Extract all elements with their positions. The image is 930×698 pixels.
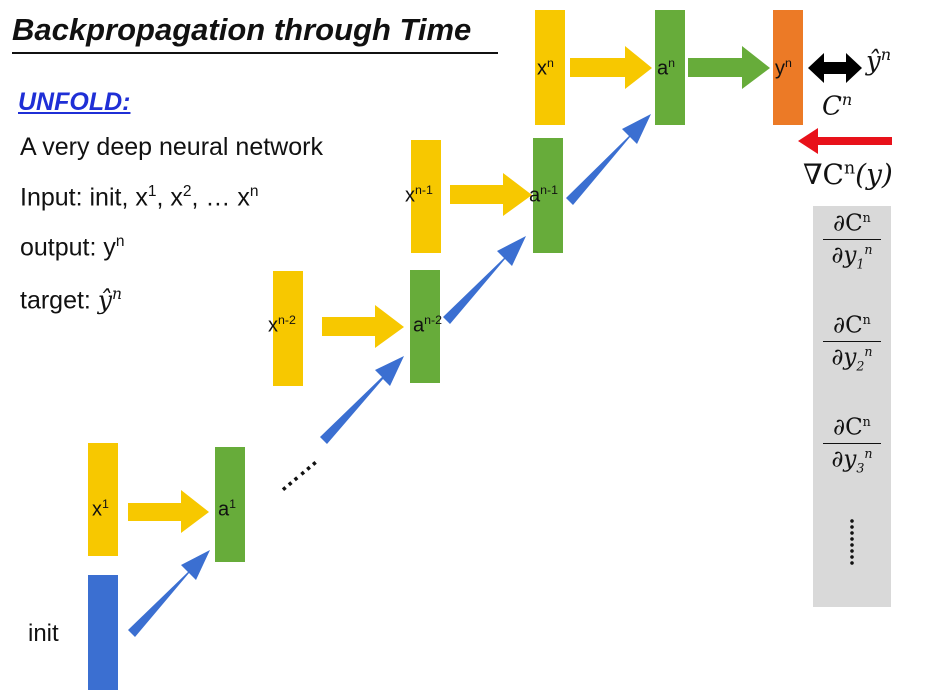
an2-node bbox=[410, 270, 440, 383]
xn-label: xn bbox=[537, 56, 554, 80]
partial-derivative-1: ∂Cn ∂y1n bbox=[813, 210, 891, 271]
description-line-1: A very deep neural network bbox=[20, 133, 323, 161]
init-label: init bbox=[28, 620, 59, 647]
red-gradient-arrow bbox=[798, 128, 892, 154]
target-yhat-label: ŷn bbox=[866, 45, 892, 77]
yellow-arrow-xn2-an2 bbox=[322, 305, 404, 348]
an1-node bbox=[533, 138, 563, 253]
xn2-label: xn-2 bbox=[268, 313, 296, 337]
an2-label: an-2 bbox=[413, 313, 443, 337]
blue-arrow-an1-an bbox=[566, 114, 651, 205]
title-underline bbox=[12, 52, 498, 54]
partial-derivative-2: ∂Cn ∂y2n bbox=[813, 312, 891, 373]
a1-label: a1 bbox=[218, 497, 237, 521]
yellow-arrow-xn-an bbox=[570, 46, 652, 89]
xn1-label: xn-1 bbox=[405, 183, 433, 207]
unfold-heading: UNFOLD: bbox=[18, 88, 131, 116]
yellow-arrow-xn1-an1 bbox=[450, 173, 532, 216]
yn-label: yn bbox=[775, 56, 792, 80]
xn2-node bbox=[273, 271, 303, 386]
blue-arrow-dots-an2 bbox=[320, 356, 404, 444]
green-arrow-an-yn bbox=[688, 46, 770, 89]
partial-derivative-3: ∂Cn ∂y3n bbox=[813, 414, 891, 475]
description-line-target: target: ŷn bbox=[20, 285, 122, 315]
page-title: Backpropagation through Time bbox=[12, 12, 472, 47]
double-arrow-yn-target bbox=[808, 53, 862, 83]
blue-arrow-an2-an1 bbox=[443, 236, 526, 324]
an1-label: an-1 bbox=[529, 183, 559, 207]
yellow-arrow-x1-a1 bbox=[128, 490, 209, 533]
blue-arrow-init-a1 bbox=[128, 550, 210, 637]
xn-node bbox=[535, 10, 565, 125]
gradient-label: ∇Cn(y) bbox=[803, 158, 893, 191]
x1-node bbox=[88, 443, 118, 556]
partials-ellipsis bbox=[849, 518, 855, 566]
yn-node bbox=[773, 10, 803, 125]
an-node bbox=[655, 10, 685, 125]
init-node bbox=[88, 575, 118, 690]
description-line-output: output: yn bbox=[20, 233, 125, 262]
xn1-node bbox=[411, 140, 441, 253]
x1-label: x1 bbox=[92, 497, 109, 521]
an-label: an bbox=[657, 56, 676, 80]
a1-node bbox=[215, 447, 245, 562]
cost-label: Cn bbox=[822, 90, 853, 122]
description-line-input: Input: init, x1, x2, … xn bbox=[20, 183, 259, 212]
